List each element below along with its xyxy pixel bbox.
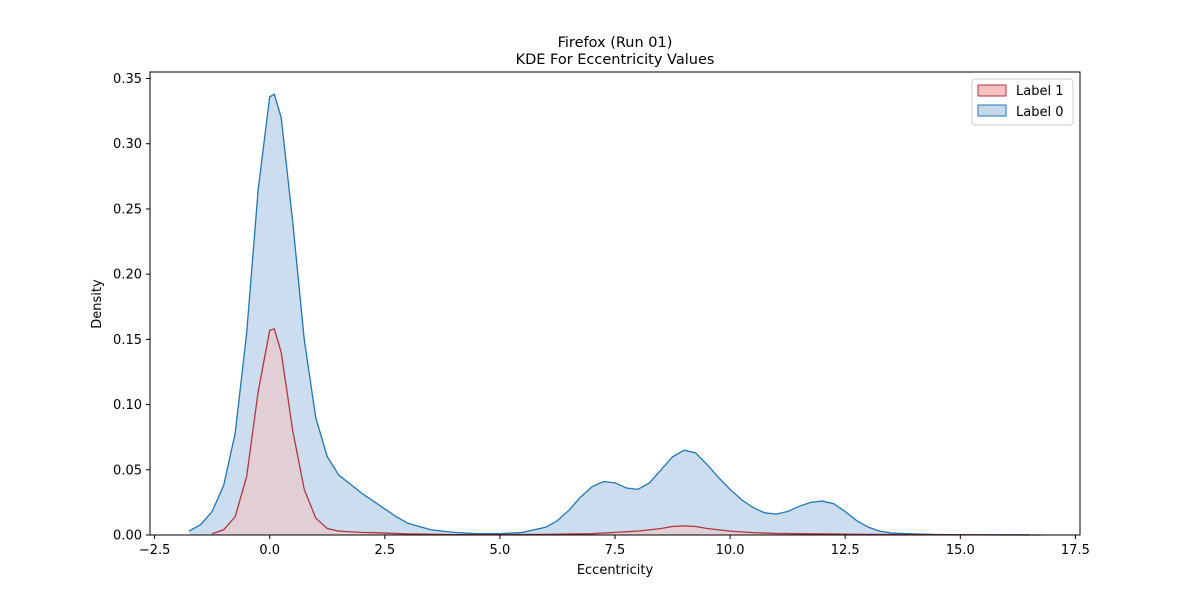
- legend-label-0: Label 0: [1016, 105, 1063, 120]
- y-tick-label: 0.10: [113, 398, 142, 413]
- series-area-label-1: [212, 328, 1030, 535]
- y-tick-label: 0.35: [113, 72, 142, 87]
- x-tick-label: 5.0: [490, 543, 511, 558]
- x-tick-label: 0.0: [259, 543, 280, 558]
- y-tick-label: 0.25: [113, 202, 142, 217]
- x-tick-label: 2.5: [374, 543, 395, 558]
- legend: Label 1 Label 0: [971, 78, 1074, 126]
- y-tick-label: 0.15: [113, 333, 142, 348]
- x-tick-label: 15.0: [946, 543, 975, 558]
- y-tick-label: 0.20: [113, 268, 142, 283]
- x-tick-label: −2.5: [139, 543, 171, 558]
- y-tick-label: 0.05: [113, 463, 142, 478]
- chart-title: Firefox (Run 01): [558, 35, 673, 51]
- y-tick-label: 0.00: [113, 529, 142, 544]
- x-axis-label: Eccentricity: [577, 563, 654, 578]
- chart-subtitle: KDE For Eccentricity Values: [516, 52, 715, 68]
- legend-swatch-label-1: [977, 84, 1007, 97]
- x-tick-label: 10.0: [716, 543, 745, 558]
- x-axis-ticks: −2.5 0.0 2.5 5.0 7.5 10.0 12.5 15.0 17.5: [139, 535, 1090, 558]
- y-tick-label: 0.30: [113, 137, 142, 152]
- y-axis-ticks: 0.00 0.05 0.10 0.15 0.20 0.25 0.30 0.35: [113, 72, 150, 544]
- x-tick-label: 7.5: [605, 543, 626, 558]
- legend-swatch-label-0: [977, 104, 1007, 117]
- x-tick-label: 17.5: [1061, 543, 1090, 558]
- y-axis-label: Density: [90, 279, 105, 329]
- x-tick-label: 12.5: [831, 543, 860, 558]
- series-line-label-0: [188, 93, 1041, 536]
- legend-label-1: Label 1: [1016, 84, 1063, 99]
